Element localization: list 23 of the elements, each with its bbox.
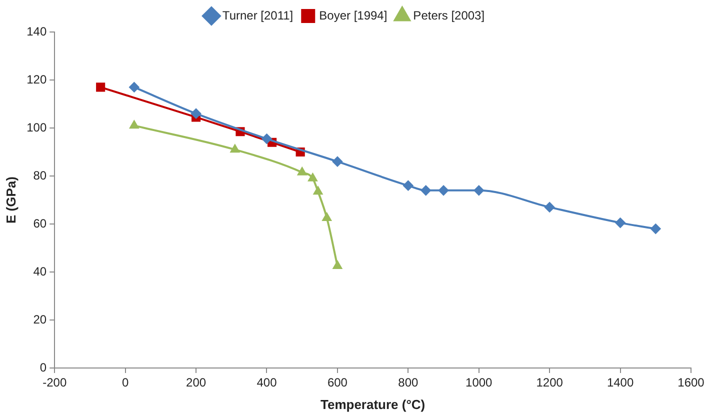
x-tick-label: 400 bbox=[256, 376, 278, 390]
x-tick-label: 0 bbox=[122, 376, 129, 390]
x-tick-label: 1600 bbox=[678, 376, 705, 390]
x-tick-label: 200 bbox=[186, 376, 206, 390]
y-tick-label: 80 bbox=[33, 168, 47, 182]
y-tick-label: 60 bbox=[33, 216, 47, 230]
x-tick-label: 800 bbox=[398, 376, 418, 390]
y-tick-label: 100 bbox=[26, 120, 47, 134]
legend-label: Boyer [1994] bbox=[319, 8, 388, 22]
x-tick-label: 1200 bbox=[536, 376, 564, 390]
legend-label: Peters [2003] bbox=[413, 8, 485, 22]
legend-label: Turner [2011] bbox=[222, 8, 294, 22]
y-tick-label: 120 bbox=[26, 72, 47, 86]
y-tick-label: 20 bbox=[33, 312, 47, 326]
x-tick-label: 600 bbox=[327, 376, 348, 390]
x-tick-label: -200 bbox=[42, 376, 67, 390]
x-tick-label: 1000 bbox=[466, 376, 493, 390]
y-axis-title: E (GPa) bbox=[3, 176, 18, 224]
y-tick-label: 140 bbox=[26, 24, 47, 38]
y-tick-label: 40 bbox=[33, 264, 47, 278]
x-axis-title: Temperature (°C) bbox=[320, 396, 426, 412]
x-tick-label: 1400 bbox=[606, 376, 634, 390]
y-tick-label: 0 bbox=[40, 360, 47, 374]
